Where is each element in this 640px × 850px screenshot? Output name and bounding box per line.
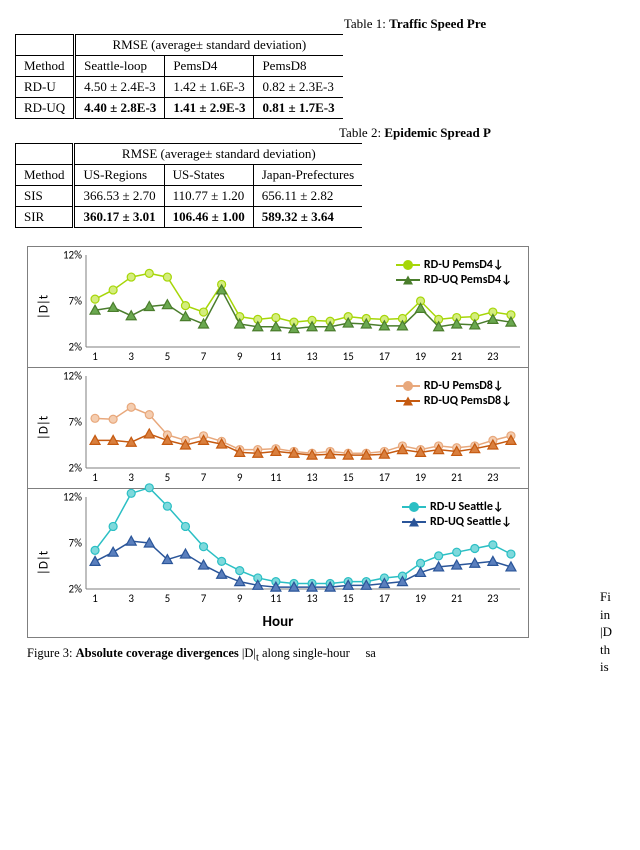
xtick: 19 <box>415 350 426 363</box>
figcap-suffix: along single-hour <box>259 646 350 660</box>
ytick: 12% <box>56 249 82 262</box>
xtick: 19 <box>415 592 426 605</box>
chart-panel-1: |D|t2%7%12%1357911131517192123RD-U PemsD… <box>28 368 528 489</box>
table1-caption-prefix: Table 1: <box>344 16 389 31</box>
table1-caption: Table 1: Traffic Speed Pre <box>15 16 640 32</box>
ytick: 2% <box>56 583 82 596</box>
xtick: 11 <box>270 471 281 484</box>
xtick: 5 <box>165 350 171 363</box>
ytick: 12% <box>56 370 82 383</box>
xtick: 15 <box>343 350 354 363</box>
xtick: 9 <box>237 350 243 363</box>
fragment-sa: sa <box>365 646 375 660</box>
xtick: 7 <box>201 471 207 484</box>
xtick: 17 <box>379 592 390 605</box>
xtick: 7 <box>201 350 207 363</box>
ytick: 7% <box>56 416 82 429</box>
chart-panel-0: |D|t2%7%12%1357911131517192123RD-U PemsD… <box>28 247 528 368</box>
figcap-prefix: Figure 3: <box>27 646 76 660</box>
xtick: 11 <box>270 592 281 605</box>
xaxis-title: Hour <box>263 613 294 631</box>
chart-panel-2: |D|t2%7%12%1357911131517192123RD-U Seatt… <box>28 489 528 637</box>
legend-label: RD-UQ PemsD8↓ <box>424 394 512 408</box>
figcap-math: |D| <box>242 646 256 660</box>
xtick: 23 <box>487 471 498 484</box>
figcap-bold: Absolute coverage divergences <box>76 646 242 660</box>
xtick: 21 <box>451 592 462 605</box>
ylabel: |D|t <box>37 295 52 319</box>
xtick: 21 <box>451 350 462 363</box>
table2-caption-bold: Epidemic Spread P <box>384 125 491 140</box>
ytick: 12% <box>56 491 82 504</box>
xtick: 19 <box>415 471 426 484</box>
table2-caption: Table 2: Epidemic Spread P <box>15 125 640 141</box>
legend-label: RD-UQ Seattle↓ <box>430 515 512 529</box>
figure3-caption: Figure 3: Absolute coverage divergences … <box>27 646 547 664</box>
charts-container: |D|t2%7%12%1357911131517192123RD-U PemsD… <box>27 246 529 638</box>
ytick: 2% <box>56 341 82 354</box>
xtick: 13 <box>306 350 317 363</box>
xtick: 1 <box>92 350 98 363</box>
ytick: 2% <box>56 462 82 475</box>
legend: RD-U PemsD4↓RD-UQ PemsD4↓ <box>392 255 516 290</box>
table1: RMSE (average± standard deviation)Method… <box>15 34 343 119</box>
legend-label: RD-U Seattle↓ <box>430 500 504 514</box>
xtick: 3 <box>128 471 134 484</box>
xtick: 13 <box>306 592 317 605</box>
xtick: 3 <box>128 350 134 363</box>
xtick: 23 <box>487 592 498 605</box>
side-text-fragment: Fiin|Dthis <box>600 588 640 676</box>
legend-label: RD-U PemsD4↓ <box>424 258 504 272</box>
xtick: 13 <box>306 471 317 484</box>
legend: RD-U PemsD8↓RD-UQ PemsD8↓ <box>392 376 516 411</box>
table2-caption-prefix: Table 2: <box>339 125 384 140</box>
xtick: 15 <box>343 471 354 484</box>
legend-label: RD-UQ PemsD4↓ <box>424 273 512 287</box>
ytick: 7% <box>56 537 82 550</box>
table2: RMSE (average± standard deviation)Method… <box>15 143 362 228</box>
ylabel: |D|t <box>37 416 52 440</box>
xtick: 9 <box>237 471 243 484</box>
xtick: 1 <box>92 592 98 605</box>
xtick: 17 <box>379 471 390 484</box>
xtick: 11 <box>270 350 281 363</box>
legend-label: RD-U PemsD8↓ <box>424 379 504 393</box>
ylabel: |D|t <box>37 551 52 575</box>
xtick: 17 <box>379 350 390 363</box>
xtick: 5 <box>165 592 171 605</box>
xtick: 15 <box>343 592 354 605</box>
xtick: 3 <box>128 592 134 605</box>
xtick: 23 <box>487 350 498 363</box>
legend: RD-U Seattle↓RD-UQ Seattle↓ <box>398 497 516 532</box>
table1-caption-bold: Traffic Speed Pre <box>389 16 486 31</box>
xtick: 7 <box>201 592 207 605</box>
xtick: 1 <box>92 471 98 484</box>
xtick: 21 <box>451 471 462 484</box>
ytick: 7% <box>56 295 82 308</box>
xtick: 5 <box>165 471 171 484</box>
xtick: 9 <box>237 592 243 605</box>
